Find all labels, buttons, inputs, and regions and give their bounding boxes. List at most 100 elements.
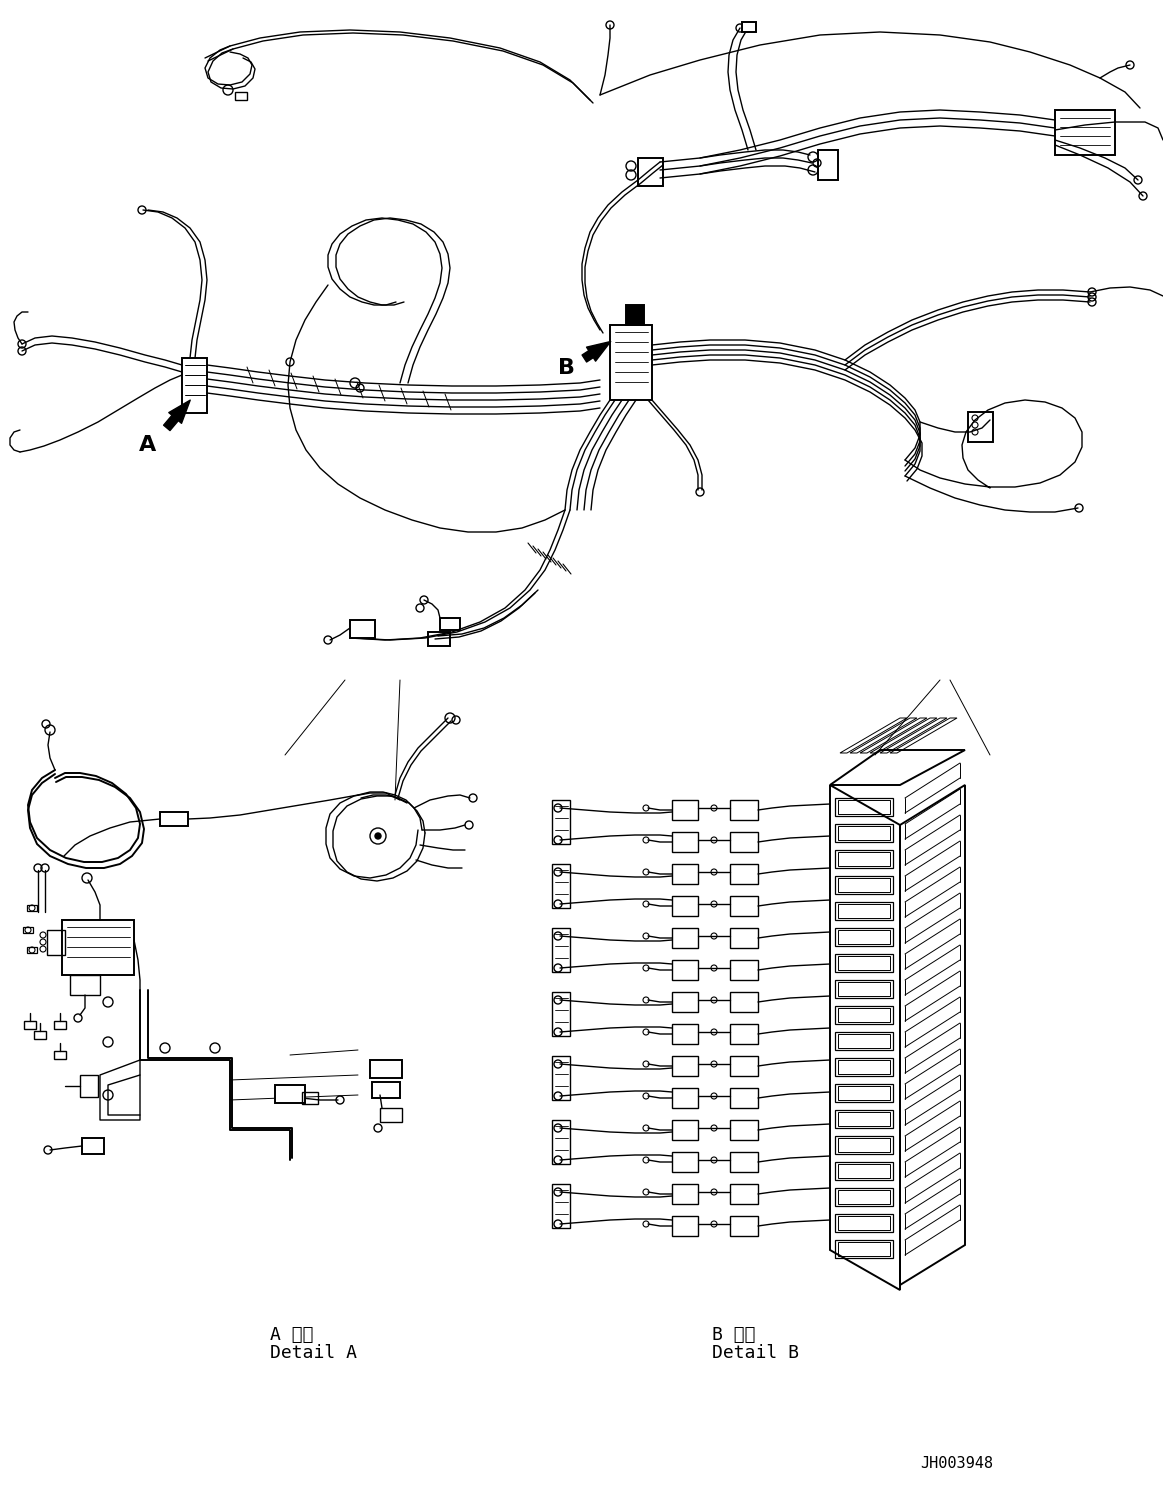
Bar <box>552 929 570 972</box>
Bar <box>672 801 698 820</box>
Bar <box>835 1240 893 1257</box>
Bar <box>24 1021 36 1030</box>
Bar <box>70 975 100 995</box>
Bar <box>839 1242 890 1256</box>
Bar <box>672 1024 698 1045</box>
Text: A 詳細: A 詳細 <box>270 1326 314 1344</box>
Bar <box>23 927 33 933</box>
Bar <box>730 960 758 981</box>
Bar <box>968 412 993 442</box>
Bar <box>839 1138 890 1152</box>
Bar <box>62 920 134 975</box>
Bar <box>730 1088 758 1109</box>
Bar <box>839 878 890 891</box>
Bar <box>552 801 570 844</box>
Bar <box>835 981 893 998</box>
Bar <box>53 1051 66 1059</box>
Bar <box>835 902 893 920</box>
Bar <box>730 896 758 917</box>
Bar <box>1055 110 1115 155</box>
Bar <box>839 930 890 943</box>
Bar <box>730 1152 758 1173</box>
Bar <box>672 1056 698 1076</box>
Bar <box>672 960 698 981</box>
Bar <box>835 1083 893 1103</box>
Bar <box>839 905 890 918</box>
Text: JH003948: JH003948 <box>920 1455 993 1472</box>
Bar <box>428 632 450 646</box>
Bar <box>839 1164 890 1178</box>
Bar <box>27 905 37 911</box>
Bar <box>672 832 698 853</box>
Bar <box>835 1135 893 1155</box>
Bar <box>552 1056 570 1100</box>
Text: Detail A: Detail A <box>270 1344 357 1362</box>
Bar <box>440 618 461 629</box>
Text: B: B <box>557 359 575 378</box>
Bar <box>835 1214 893 1232</box>
Bar <box>818 150 839 180</box>
Bar <box>672 992 698 1012</box>
Bar <box>730 1024 758 1045</box>
Bar <box>835 824 893 842</box>
Bar <box>672 896 698 917</box>
Bar <box>839 1190 890 1204</box>
Bar <box>350 620 374 638</box>
Bar <box>552 865 570 908</box>
Bar <box>730 865 758 884</box>
Bar <box>235 92 247 100</box>
Bar <box>839 826 890 841</box>
Bar <box>730 832 758 853</box>
Bar <box>730 801 758 820</box>
Bar <box>730 992 758 1012</box>
Bar <box>370 1059 402 1077</box>
Bar <box>839 801 890 814</box>
Bar <box>730 929 758 948</box>
Bar <box>835 876 893 894</box>
Bar <box>730 1184 758 1204</box>
Bar <box>302 1092 317 1104</box>
Bar <box>835 954 893 972</box>
Bar <box>672 1216 698 1237</box>
Text: B 詳細: B 詳細 <box>712 1326 756 1344</box>
Bar <box>47 930 65 955</box>
Text: Detail B: Detail B <box>712 1344 799 1362</box>
Bar <box>835 1006 893 1024</box>
Bar <box>34 1031 47 1039</box>
Bar <box>839 1086 890 1100</box>
Bar <box>611 324 652 400</box>
Bar <box>53 1021 66 1030</box>
Bar <box>730 1120 758 1140</box>
Bar <box>835 1058 893 1076</box>
Bar <box>552 1184 570 1228</box>
Circle shape <box>374 833 381 839</box>
Bar <box>160 812 188 826</box>
Bar <box>626 305 644 324</box>
Bar <box>839 955 890 970</box>
Bar <box>372 1082 400 1098</box>
Bar <box>835 929 893 946</box>
Bar <box>672 1120 698 1140</box>
Bar <box>730 1056 758 1076</box>
Bar <box>839 1216 890 1231</box>
Bar <box>835 1187 893 1205</box>
Bar <box>638 158 663 186</box>
Bar <box>552 992 570 1036</box>
Text: A: A <box>140 434 157 455</box>
Bar <box>83 1138 104 1155</box>
Bar <box>839 853 890 866</box>
Bar <box>730 1216 758 1237</box>
Bar <box>672 929 698 948</box>
Bar <box>672 865 698 884</box>
Bar <box>672 1152 698 1173</box>
Bar <box>835 1110 893 1128</box>
Bar <box>672 1184 698 1204</box>
Bar <box>835 1162 893 1180</box>
Bar <box>380 1109 402 1122</box>
Bar <box>839 1007 890 1022</box>
Bar <box>181 359 207 414</box>
Bar <box>80 1074 98 1097</box>
Bar <box>274 1085 305 1103</box>
Bar <box>839 1059 890 1074</box>
Bar <box>835 850 893 868</box>
